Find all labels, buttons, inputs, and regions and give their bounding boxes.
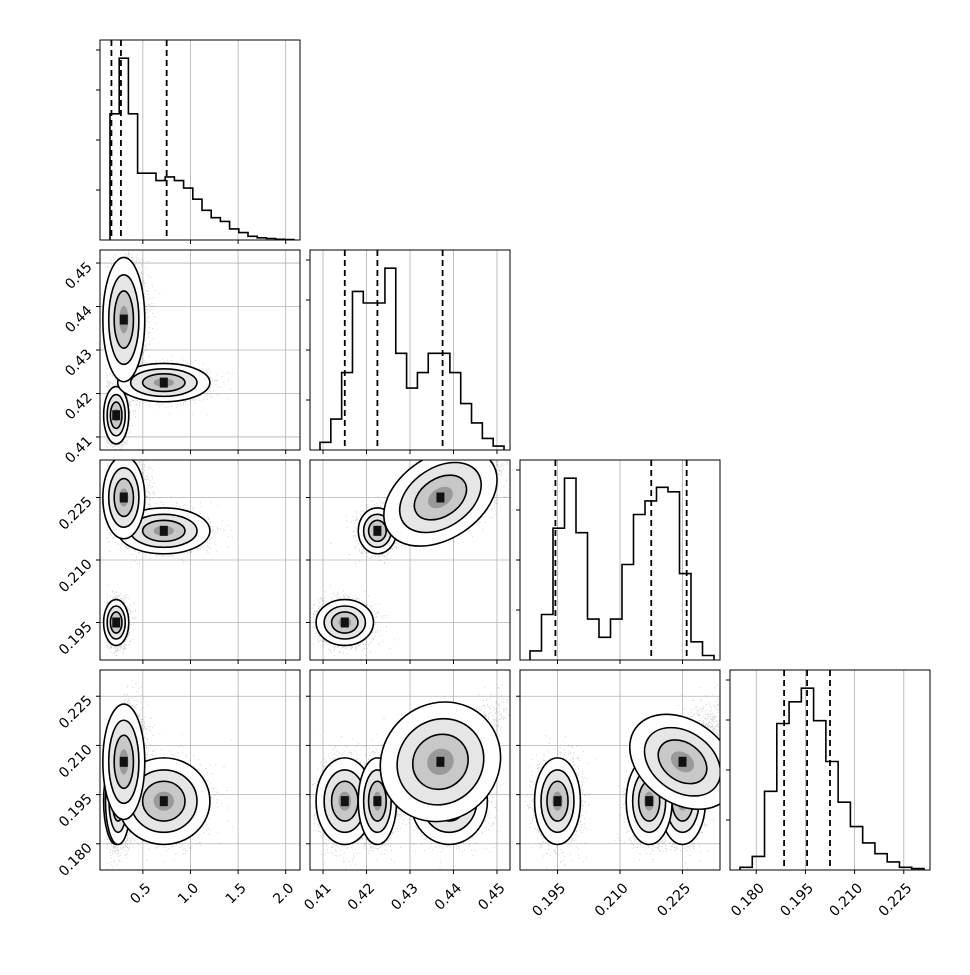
density-contours xyxy=(103,456,210,645)
density-contours xyxy=(316,429,515,646)
density-peak xyxy=(645,796,653,806)
x-tick-label: 0.42 xyxy=(345,880,378,913)
x-tick-label: 0.195 xyxy=(529,880,569,920)
x-tick-label: 0.45 xyxy=(475,880,508,913)
y-tick-label: 0.225 xyxy=(56,693,96,733)
y-tick-label: 0.210 xyxy=(56,742,96,782)
density-contours xyxy=(103,704,210,844)
density-peak xyxy=(112,410,120,420)
density-peak xyxy=(120,757,128,767)
x-tick-label: 0.225 xyxy=(876,880,916,920)
y-tick-label: 0.225 xyxy=(56,494,96,534)
histogram-line xyxy=(110,58,294,240)
x-tick-label: 0.180 xyxy=(728,880,768,920)
x-tick-label: 0.195 xyxy=(777,880,817,920)
density-peak xyxy=(679,757,687,767)
density-peak xyxy=(112,618,120,628)
density-peak xyxy=(120,493,128,503)
y-tick-label: 0.42 xyxy=(62,390,95,423)
x-tick-label: 2.0 xyxy=(270,880,297,907)
x-tick-label: 0.43 xyxy=(388,880,421,913)
x-tick-label: 0.225 xyxy=(654,880,694,920)
y-tick-label: 0.180 xyxy=(56,840,96,880)
density-peak xyxy=(341,618,349,628)
histogram-line xyxy=(320,268,504,450)
y-tick-label: 0.41 xyxy=(62,433,95,466)
density-peak xyxy=(373,796,381,806)
x-tick-label: 1.5 xyxy=(223,880,250,907)
y-tick-label: 0.45 xyxy=(62,259,95,292)
x-tick-label: 0.5 xyxy=(127,880,154,907)
density-peak xyxy=(436,493,444,503)
x-tick-label: 0.44 xyxy=(432,880,465,913)
density-peak xyxy=(373,526,381,536)
density-peak xyxy=(341,796,349,806)
density-peak xyxy=(120,315,128,325)
density-peak xyxy=(160,526,168,536)
y-tick-label: 0.210 xyxy=(56,556,96,596)
x-tick-label: 0.210 xyxy=(592,880,632,920)
density-peak xyxy=(436,757,444,767)
panel-frame xyxy=(100,40,300,240)
density-peak xyxy=(160,378,168,388)
y-tick-label: 0.43 xyxy=(62,346,95,379)
density-contours xyxy=(316,677,525,846)
x-tick-label: 0.41 xyxy=(301,880,334,913)
x-tick-label: 0.210 xyxy=(827,880,867,920)
y-tick-label: 0.195 xyxy=(56,791,96,831)
density-peak xyxy=(554,796,562,806)
hist-p0 xyxy=(143,40,286,240)
y-tick-label: 0.44 xyxy=(62,303,95,336)
y-tick-label: 0.195 xyxy=(56,619,96,659)
density-peak xyxy=(160,796,168,806)
density-contours xyxy=(535,695,754,845)
histogram-line xyxy=(740,688,924,870)
x-tick-label: 1.0 xyxy=(175,880,202,907)
density-contours xyxy=(103,257,210,444)
